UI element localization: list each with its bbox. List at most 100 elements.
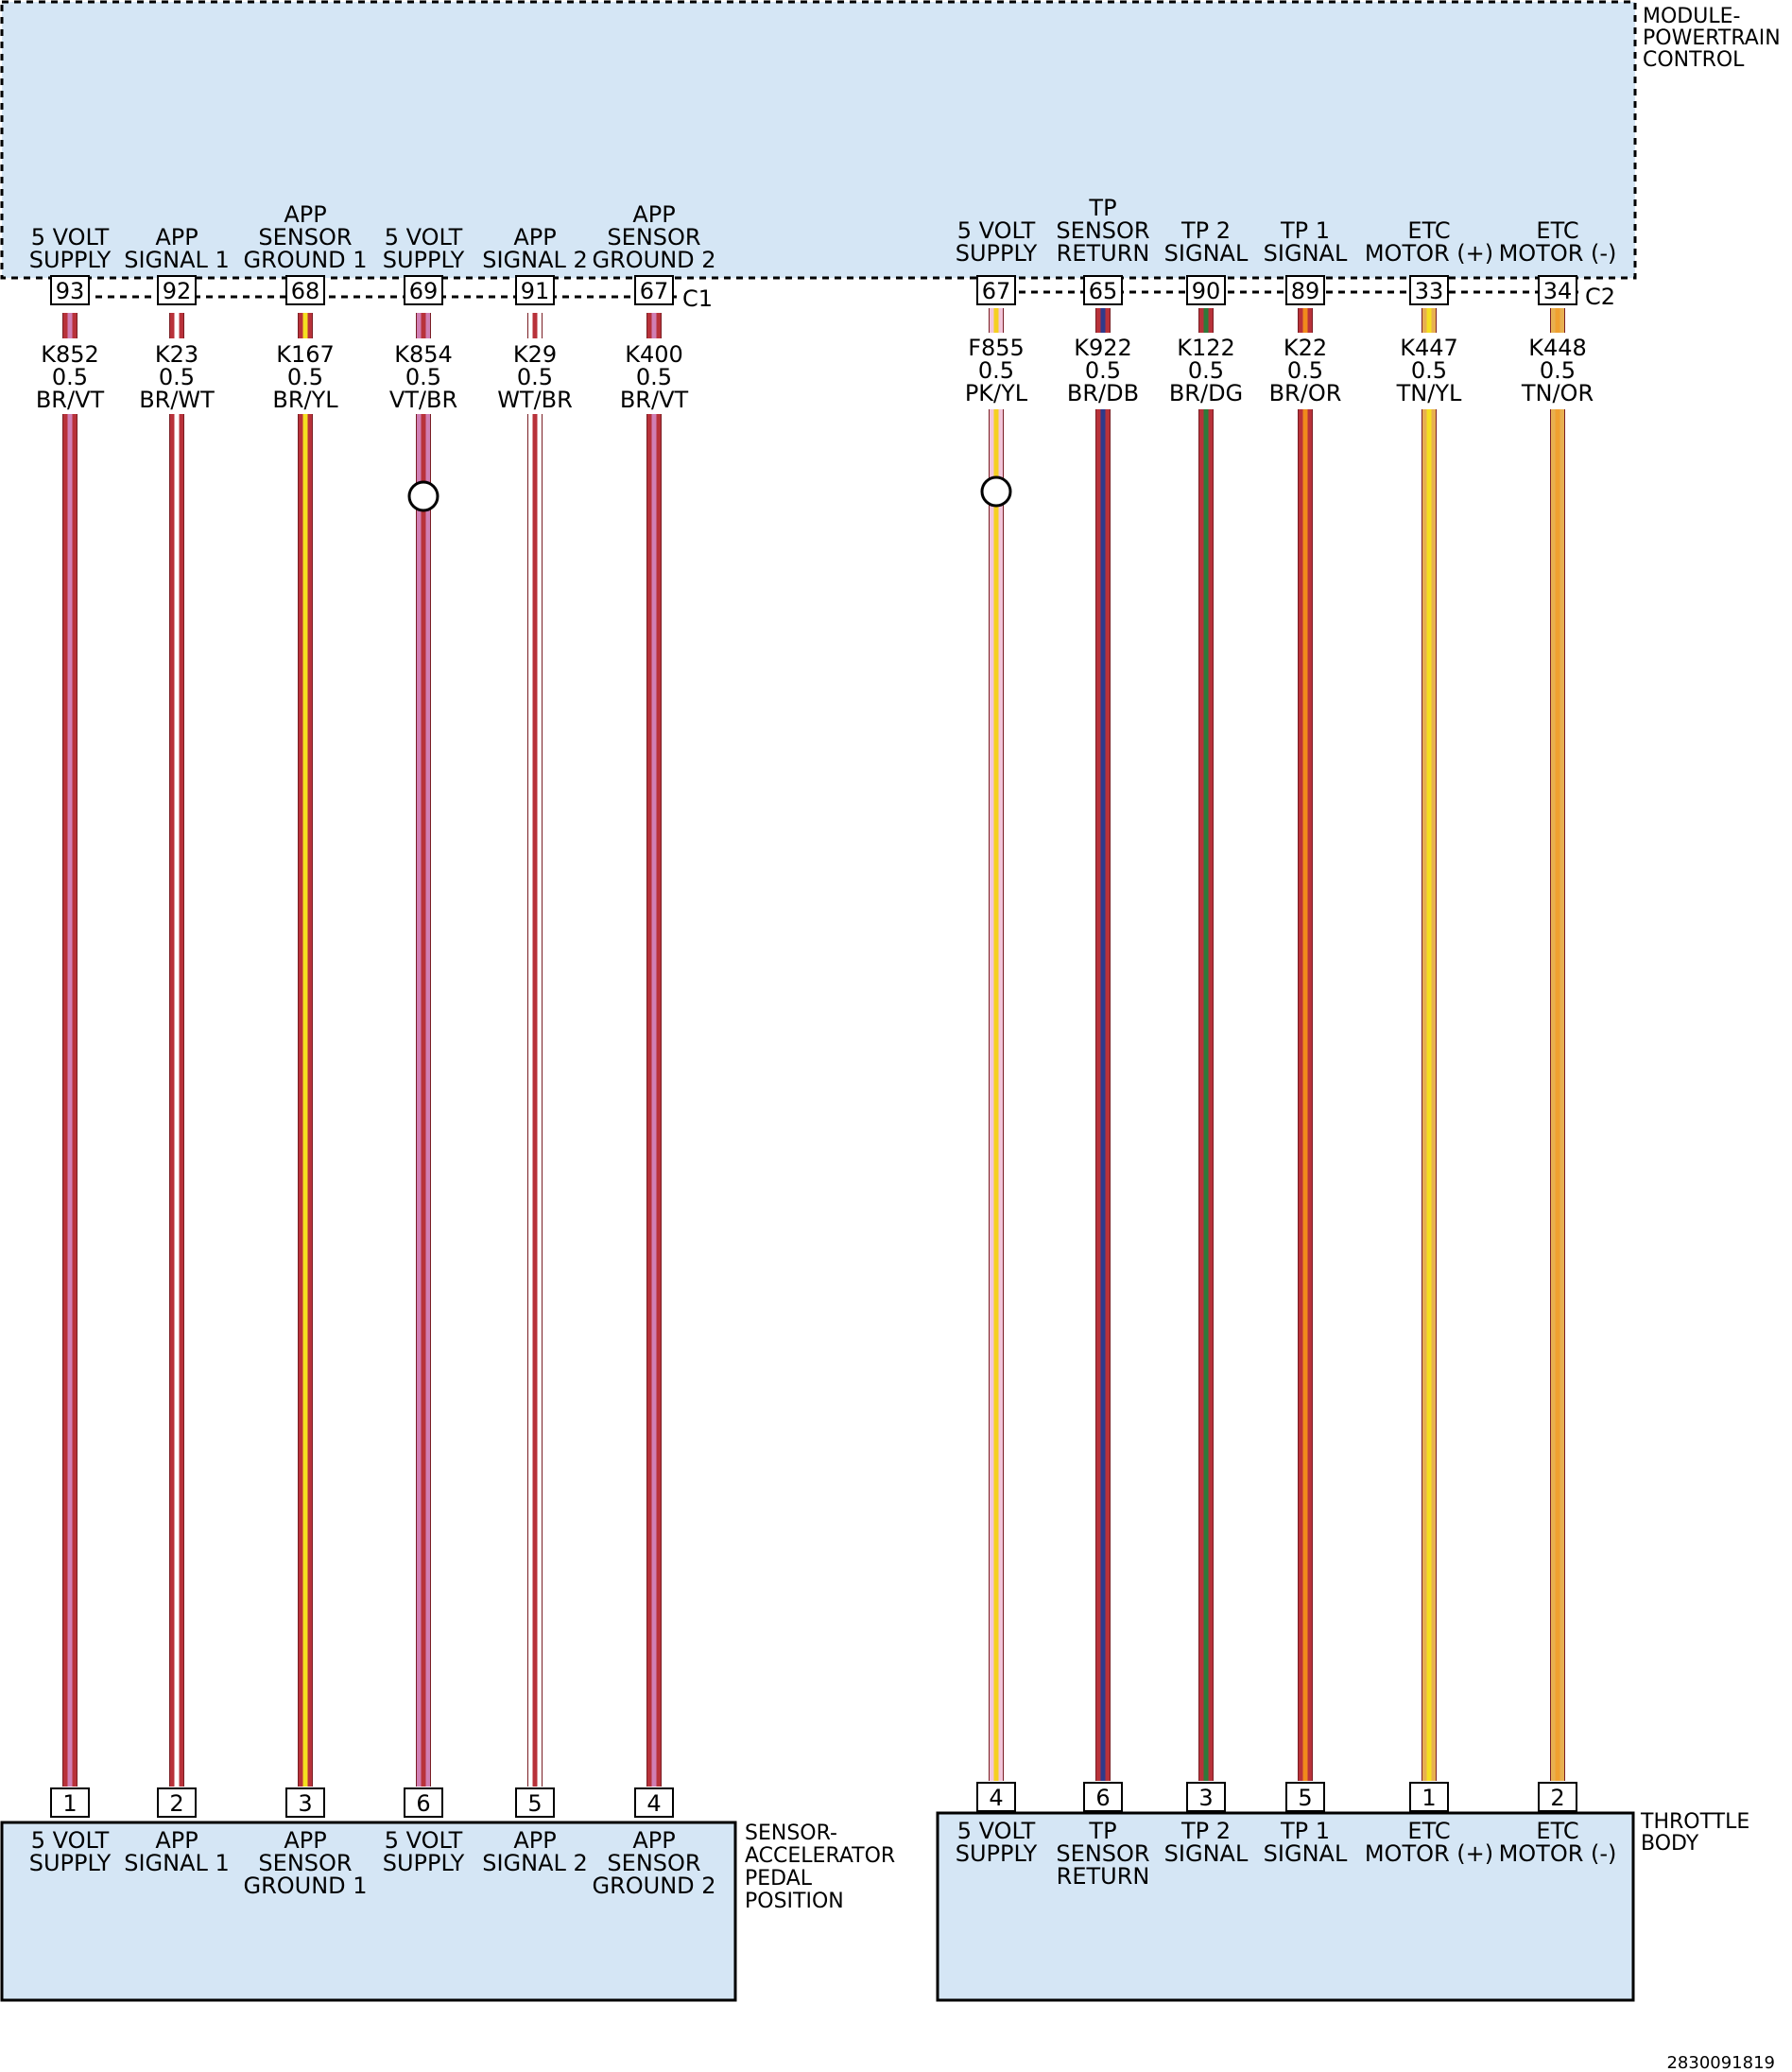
wire-segment-lower (1198, 409, 1214, 1781)
wire-segment-upper (169, 313, 184, 338)
wire-info-label: K448 0.5 TN/OR (1521, 335, 1594, 406)
circuit-k23: APP SIGNAL 1 92 K23 0.5 BR/WT 2 APP SIGNAL 1 (124, 224, 230, 1876)
pcm-pin: 65 (1083, 275, 1123, 305)
circuit-k400: APP SENSOR GROUND 2 67 K400 0.5 BR/VT 4 APP SENSO… (592, 201, 715, 1899)
circuit-k167: APP SENSOR GROUND 1 68 K167 0.5 BR/YL 3 APP SENSO… (243, 201, 367, 1899)
pcm-pin-label: APP SENSOR GROUND 2 (592, 201, 715, 273)
pcm-pin: 69 (404, 275, 443, 305)
pcm-module-box (0, 0, 1637, 280)
wire-segment-upper (1422, 308, 1437, 333)
pcm-pin-label: APP SENSOR GROUND 1 (243, 201, 367, 273)
pcm-pin-number: 89 (1291, 278, 1320, 304)
wire-info-label: K852 0.5 BR/VT (36, 341, 105, 413)
wire-segment-upper (62, 313, 78, 338)
component-pin: 1 (50, 1787, 90, 1818)
component-pin: 5 (1285, 1782, 1325, 1812)
pcm-pin: 91 (515, 275, 555, 305)
splice-circle (407, 480, 439, 512)
circuit-k29: APP SIGNAL 2 91 K29 0.5 WT/BR 5 APP SIGNAL 2 (482, 224, 588, 1876)
component-pin-number: 3 (298, 1790, 312, 1817)
wire-segment-upper (1550, 308, 1565, 333)
component-pin: 3 (285, 1787, 325, 1818)
pcm-pin-label: ETC MOTOR (-) (1499, 217, 1617, 267)
component-pin-label: ETC MOTOR (+) (1365, 1818, 1493, 1867)
component-pin-number: 6 (416, 1790, 430, 1817)
app-sensor-title: SENSOR- ACCELERATOR PEDAL POSITION (745, 1822, 902, 1913)
wire-info-label: K29 0.5 WT/BR (497, 341, 573, 413)
wire-info-label: K22 0.5 BR/OR (1269, 335, 1342, 406)
circuit-k447: ETC MOTOR (+) 33 K447 0.5 TN/YL 1 ETC MOTOR (+) (1365, 217, 1493, 1867)
throttle-body-title: THROTTLE BODY (1640, 1810, 1756, 1856)
wire-segment-lower (298, 414, 313, 1787)
pcm-pin-number: 34 (1543, 278, 1573, 304)
wire-segment-upper (1198, 308, 1214, 333)
wire-segment-upper (298, 313, 313, 338)
component-pin: 6 (404, 1787, 443, 1818)
wire-segment-lower (169, 414, 184, 1787)
component-pin-number: 6 (1095, 1785, 1110, 1811)
component-pin: 1 (1409, 1782, 1449, 1812)
circuit-k122: TP 2 SIGNAL 90 K122 0.5 BR/DG 3 TP 2 SIGNAL (1164, 217, 1249, 1867)
pcm-pin-label: 5 VOLT SUPPLY (29, 224, 112, 273)
component-pin-number: 1 (1422, 1785, 1436, 1811)
pcm-pin-label: TP 2 SIGNAL (1164, 217, 1249, 267)
wire-info-label: K23 0.5 BR/WT (139, 341, 215, 413)
circuit-k922: TP SENSOR RETURN 65 K922 0.5 BR/DB 6 TP SENSOR RET… (1056, 195, 1149, 1890)
wire-segment-lower (989, 409, 1004, 1781)
circuit-k854: 5 VOLT SUPPLY 69 K854 0.5 VT/BR 6 5 VOLT SUPPLY (383, 224, 465, 1876)
pcm-pin-number: 68 (291, 278, 320, 304)
component-pin-number: 4 (989, 1785, 1003, 1811)
component-pin: 4 (976, 1782, 1016, 1812)
wire-info-label: F855 0.5 PK/YL (965, 335, 1028, 406)
splice-circle (980, 475, 1012, 508)
component-pin: 4 (634, 1787, 674, 1818)
component-pin: 6 (1083, 1782, 1123, 1812)
pcm-pin-label: 5 VOLT SUPPLY (383, 224, 465, 273)
component-pin-number: 5 (527, 1790, 542, 1817)
wire-segment-lower (646, 414, 662, 1787)
pcm-pin-number: 65 (1089, 278, 1118, 304)
component-pin-number: 1 (62, 1790, 77, 1817)
wire-segment-upper (646, 313, 662, 338)
wire-info-label: K122 0.5 BR/DG (1169, 335, 1243, 406)
component-pin-number: 2 (169, 1790, 183, 1817)
component-pin-label: APP SIGNAL 2 (482, 1827, 588, 1876)
pcm-pin-label: APP SIGNAL 2 (482, 224, 588, 273)
component-pin-number: 4 (646, 1790, 661, 1817)
pcm-pin-number: 69 (409, 278, 439, 304)
component-pin-label: APP SENSOR GROUND 2 (592, 1827, 715, 1899)
pcm-pin: 34 (1538, 275, 1577, 305)
wire-segment-upper (1298, 308, 1313, 333)
component-pin-number: 2 (1550, 1785, 1564, 1811)
wire-segment-lower (416, 414, 431, 1787)
wire-info-label: K400 0.5 BR/VT (620, 341, 689, 413)
wire-segment-lower (62, 414, 78, 1787)
component-pin: 5 (515, 1787, 555, 1818)
wire-segment-upper (1095, 308, 1111, 333)
component-pin-label: APP SENSOR GROUND 1 (243, 1827, 367, 1899)
connector-c1-label: C1 (682, 285, 713, 312)
pcm-pin-number: 67 (982, 278, 1011, 304)
component-pin-label: 5 VOLT SUPPLY (29, 1827, 112, 1876)
component-pin-label: 5 VOLT SUPPLY (383, 1827, 465, 1876)
wire-info-label: K447 0.5 TN/YL (1396, 335, 1462, 406)
component-pin-label: TP 1 SIGNAL (1264, 1818, 1348, 1867)
wire-segment-lower (1550, 409, 1565, 1781)
pcm-pin-number: 91 (521, 278, 550, 304)
pcm-pin: 67 (634, 275, 674, 305)
wire-info-label: K922 0.5 BR/DB (1067, 335, 1139, 406)
pcm-title: MODULE- POWERTRAIN CONTROL (1643, 5, 1787, 72)
pcm-pin: 33 (1409, 275, 1449, 305)
pcm-pin-label: TP SENSOR RETURN (1056, 195, 1149, 267)
component-pin: 3 (1186, 1782, 1226, 1812)
pcm-pin-number: 92 (163, 278, 192, 304)
pcm-pin-number: 33 (1415, 278, 1444, 304)
connector-c2-label: C2 (1585, 284, 1615, 310)
wire-segment-lower (527, 414, 543, 1787)
component-pin: 2 (157, 1787, 197, 1818)
pcm-pin-label: ETC MOTOR (+) (1365, 217, 1493, 267)
pcm-pin: 90 (1186, 275, 1226, 305)
pcm-pin: 68 (285, 275, 325, 305)
